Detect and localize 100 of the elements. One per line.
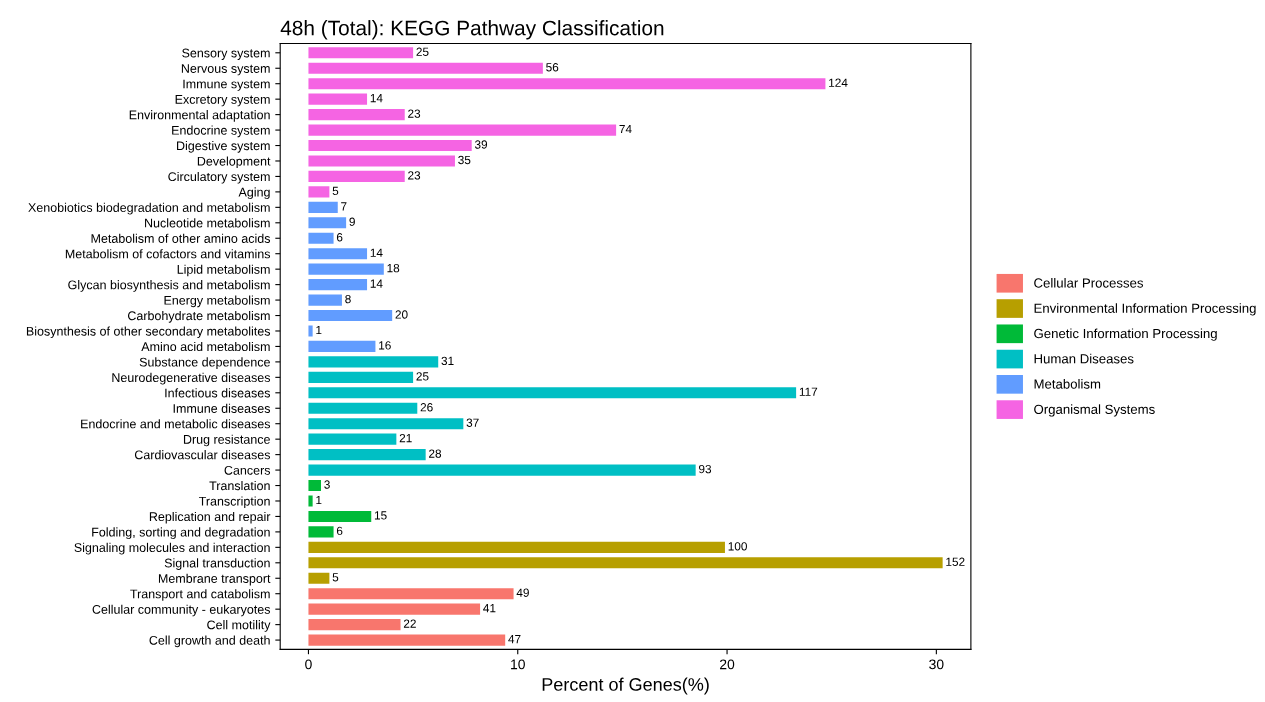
- y-tick-label: Folding, sorting and degradation: [92, 527, 270, 540]
- bar: [308, 572, 330, 584]
- annotation: 100: [728, 542, 747, 551]
- bar: [308, 170, 405, 182]
- legend-label: Cellular Processes: [1034, 277, 1144, 288]
- bar: [308, 124, 617, 136]
- bar: [308, 634, 506, 646]
- annotation: 9: [349, 217, 355, 226]
- bar: [308, 109, 405, 121]
- y-tick-label: Infectious diseases: [165, 388, 271, 398]
- bar: [308, 62, 543, 74]
- annotation: 31: [441, 356, 454, 366]
- bar: [308, 248, 368, 260]
- annotation: 124: [829, 78, 848, 87]
- annotation: 117: [799, 387, 818, 396]
- annotation: 25: [416, 47, 429, 56]
- y-tick-label: Membrane transport: [158, 573, 271, 586]
- y-tick-label: Xenobiotics biodegradation and metabolism: [28, 202, 270, 215]
- y-tick-label: Immune system: [183, 79, 270, 91]
- y-tick-label: Immune diseases: [173, 403, 271, 413]
- y-tick-label: Neurodegenerative diseases: [112, 372, 271, 385]
- annotation: 152: [946, 557, 965, 566]
- annotation: 39: [474, 140, 488, 149]
- annotation: 8: [345, 294, 351, 304]
- bar: [308, 232, 334, 244]
- x-tick-label: 20: [720, 659, 735, 670]
- annotation: 35: [458, 155, 471, 165]
- y-tick-label: Cell growth and death: [149, 635, 270, 648]
- y-tick-label: Substance dependence: [139, 357, 270, 370]
- legend-label: Metabolism: [1034, 379, 1101, 389]
- y-tick-label: Signaling molecules and interaction: [74, 542, 270, 555]
- bar: [308, 526, 334, 538]
- y-tick-label: Carbohydrate metabolism: [128, 311, 270, 323]
- y-tick-label: Translation: [209, 481, 270, 491]
- annotation: 56: [546, 63, 559, 72]
- annotation: 25: [416, 372, 429, 381]
- y-tick-label: Circulatory system: [168, 171, 270, 184]
- annotation: 14: [370, 94, 383, 103]
- annotation: 23: [408, 171, 421, 180]
- bar: [308, 279, 368, 291]
- annotation: 6: [336, 526, 343, 536]
- bar: [308, 510, 372, 522]
- annotation: 26: [420, 403, 433, 412]
- bar: [308, 588, 514, 600]
- y-tick-label: Cancers: [224, 465, 271, 475]
- y-tick-label: Endocrine system: [172, 125, 270, 138]
- legend-label: Human Diseases: [1034, 353, 1134, 364]
- bar: [308, 309, 393, 322]
- bar: [308, 294, 342, 306]
- bar: [308, 464, 696, 476]
- bar: [308, 418, 464, 430]
- legend-label: Environmental Information Processing: [1034, 303, 1256, 316]
- legend-label: Genetic Information Processing: [1034, 328, 1217, 341]
- legend-label: Organismal Systems: [1034, 404, 1155, 417]
- y-tick-label: Environmental adaptation: [129, 110, 270, 122]
- annotation: 5: [332, 573, 339, 582]
- bar: [308, 387, 797, 399]
- y-tick-label: Sensory system: [182, 48, 270, 60]
- annotation: 93: [698, 464, 712, 474]
- annotation: 15: [374, 511, 387, 520]
- y-tick-label: Amino acid metabolism: [141, 341, 270, 352]
- bar: [308, 78, 826, 90]
- x-tick-label: 0: [305, 659, 312, 670]
- y-tick-label: Development: [197, 156, 271, 169]
- bar: [308, 139, 472, 152]
- bar: [308, 325, 313, 337]
- x-axis-title: Percent of Genes(%): [542, 677, 709, 695]
- y-tick-label: Nucleotide metabolism: [145, 218, 270, 228]
- bar: [308, 263, 384, 275]
- annotation: 47: [508, 635, 521, 644]
- bar: [308, 541, 725, 553]
- annotation: 20: [395, 310, 408, 319]
- annotation: 49: [516, 588, 529, 597]
- annotation: 6: [336, 233, 343, 242]
- annotation: 74: [619, 125, 632, 134]
- bar: [308, 201, 338, 213]
- bar: [308, 340, 376, 352]
- y-tick-label: Lipid metabolism: [177, 264, 270, 277]
- y-tick-label: Cardiovascular diseases: [134, 450, 271, 460]
- annotation: 7: [341, 202, 347, 211]
- bar: [308, 47, 414, 59]
- y-tick-label: Nervous system: [181, 64, 270, 76]
- y-tick-label: Signal transduction: [164, 558, 270, 570]
- x-tick-label: 30: [929, 659, 944, 670]
- annotation: 1: [316, 495, 322, 505]
- y-tick-label: Metabolism of other amino acids: [91, 233, 271, 243]
- bar: [308, 186, 330, 198]
- bar: [308, 93, 368, 105]
- y-tick-label: Aging: [238, 187, 270, 200]
- bar: [308, 371, 414, 383]
- y-tick-label: Energy metabolism: [164, 295, 270, 308]
- y-tick-label: Endocrine and metabolic diseases: [81, 419, 271, 429]
- bar: [308, 356, 439, 368]
- annotation: 5: [332, 186, 339, 196]
- annotation: 14: [370, 248, 383, 257]
- annotation: 22: [403, 619, 416, 628]
- bar: [308, 557, 943, 569]
- chart-title: 48h (Total): KEGG Pathway Classification: [280, 20, 664, 40]
- bar: [308, 603, 481, 615]
- y-tick-label: Transport and catabolism: [130, 589, 270, 601]
